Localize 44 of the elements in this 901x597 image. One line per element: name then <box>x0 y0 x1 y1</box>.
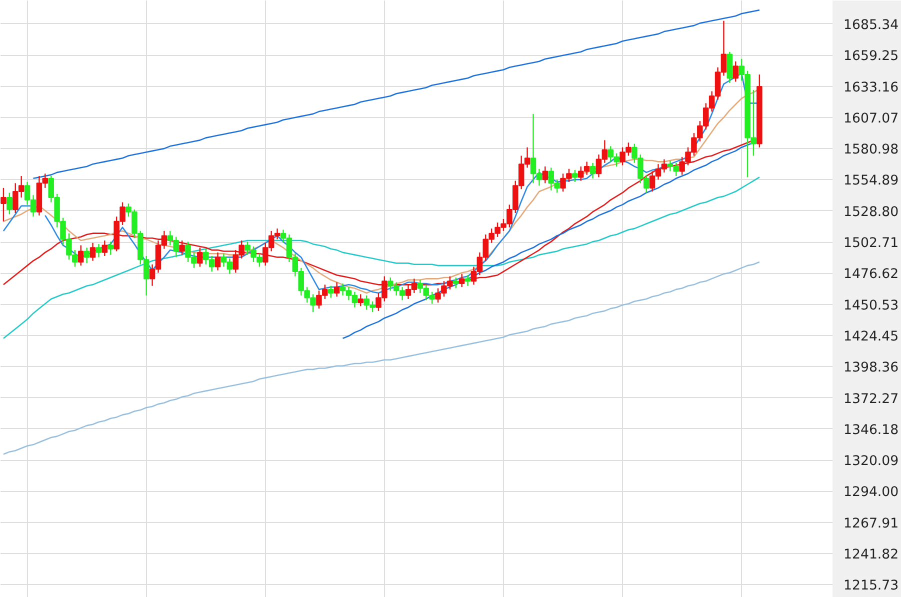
candlestick <box>542 166 548 184</box>
y-tick-label: 1215.73 <box>844 578 899 594</box>
candlestick <box>6 192 12 215</box>
y-tick-label: 1685.34 <box>844 18 899 33</box>
line-series <box>2 261 760 455</box>
candlestick <box>358 294 364 307</box>
y-tick-label: 1633.16 <box>844 80 899 96</box>
y-tick-label: 1528.80 <box>844 204 899 220</box>
y-tick-label: 1554.89 <box>844 174 899 189</box>
y-tick-label: 1424.45 <box>844 329 899 344</box>
candlestick <box>84 247 90 264</box>
candlestick <box>590 162 596 180</box>
candlestick <box>179 240 185 256</box>
candlestick <box>452 276 459 289</box>
y-tick-label: 1267.91 <box>844 516 899 532</box>
y-tick-label: 1502.71 <box>844 236 899 252</box>
y-tick-label: 1450.53 <box>844 298 899 314</box>
line-series <box>2 176 760 340</box>
candlestick <box>726 51 733 84</box>
line-series <box>32 9 760 180</box>
candlestick <box>0 187 6 222</box>
y-tick-label: 1580.98 <box>844 142 899 158</box>
candlestick <box>102 240 108 257</box>
candlestick <box>214 252 221 271</box>
y-tick-label: 1398.36 <box>844 360 899 376</box>
candlestick <box>464 274 471 286</box>
candlestick <box>78 244 84 266</box>
candlestick <box>90 242 96 262</box>
y-tick-label: 1659.25 <box>844 49 899 64</box>
y-tick-label: 1607.07 <box>844 111 899 126</box>
candlestick <box>334 282 340 298</box>
y-tick-label: 1476.62 <box>844 267 899 282</box>
y-tick-label: 1294.00 <box>844 485 899 500</box>
candlestick <box>108 241 114 256</box>
y-tick-label: 1241.82 <box>844 548 899 563</box>
candlestick <box>328 285 334 298</box>
candlestick <box>572 169 578 183</box>
candlestick <box>197 247 203 268</box>
candlestick <box>96 243 102 258</box>
y-tick-label: 1346.18 <box>844 422 899 438</box>
candlestick <box>732 60 738 82</box>
candlestick <box>458 273 465 288</box>
y-tick-label: 1372.27 <box>844 392 899 407</box>
y-tick-label: 1320.09 <box>844 454 899 470</box>
